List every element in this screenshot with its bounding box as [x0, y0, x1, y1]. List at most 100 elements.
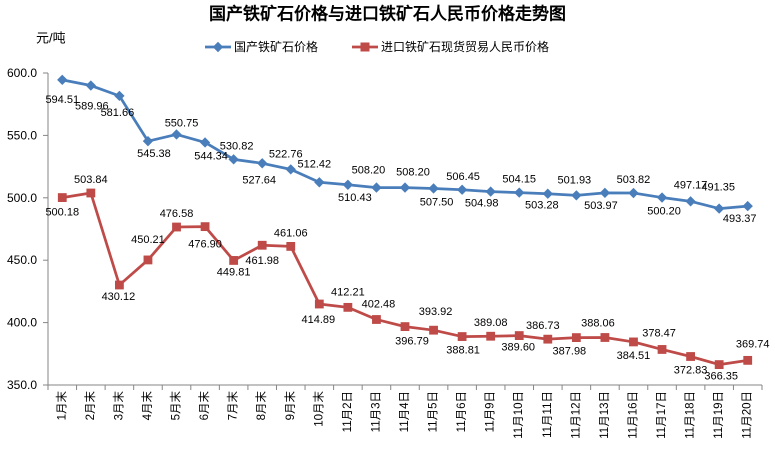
data-point-square: [486, 331, 496, 341]
data-label: 412.21: [331, 286, 365, 298]
legend: 国产铁矿石价格 进口铁矿石现货贸易人民币价格: [205, 39, 549, 54]
legend-item-domestic: 国产铁矿石价格: [205, 39, 318, 54]
x-tick-label: 3月末: [111, 391, 125, 421]
data-point-diamond: [342, 179, 354, 190]
x-tick-label: 9月末: [283, 391, 297, 421]
data-label: 402.48: [362, 299, 396, 311]
data-point-square: [143, 255, 153, 265]
data-point-diamond: [456, 184, 468, 195]
x-tick-label: 11月12日: [570, 391, 582, 439]
data-label: 491.35: [701, 182, 735, 194]
data-point-square: [457, 332, 467, 341]
x-tick-label: 11月11日: [542, 391, 554, 438]
data-point-diamond: [142, 136, 154, 147]
data-label: 461.98: [245, 255, 279, 267]
x-tick-label: 7月末: [226, 391, 240, 421]
y-tick-label: 600.0: [7, 66, 37, 80]
data-label: 510.43: [338, 192, 372, 204]
data-label: 589.96: [75, 101, 109, 113]
data-label: 500.20: [647, 206, 681, 218]
data-label: 369.74: [736, 338, 770, 350]
data-label: 504.98: [465, 198, 499, 210]
data-label: 449.81: [217, 266, 251, 278]
data-label: 450.21: [131, 234, 165, 246]
y-tick-label: 450.0: [7, 253, 37, 267]
data-label: 387.98: [553, 346, 587, 358]
x-tick-label: 10月末: [311, 391, 325, 427]
data-label: 372.83: [674, 365, 708, 377]
data-label: 476.90: [188, 239, 222, 251]
data-point-diamond: [628, 187, 639, 199]
x-tick-label: 11月3日: [370, 391, 382, 432]
data-label: 506.45: [446, 171, 480, 183]
data-point-diamond: [742, 200, 753, 212]
data-point-square: [115, 280, 124, 290]
data-point-diamond: [171, 129, 182, 140]
x-tick-label: 11月6日: [456, 391, 468, 432]
data-point-square: [257, 240, 267, 250]
data-label: 545.38: [137, 148, 171, 160]
series-group: [57, 74, 753, 369]
data-point-diamond: [542, 188, 553, 199]
legend-label-domestic: 国产铁矿石价格: [234, 39, 318, 54]
x-tick-label: 5月末: [169, 391, 183, 421]
data-label: 522.76: [269, 148, 303, 160]
data-point-square: [172, 222, 181, 232]
x-tick-label: 11月18日: [685, 391, 697, 439]
data-point-square: [543, 334, 553, 344]
data-point-diamond: [713, 203, 725, 214]
x-tick-label: 11月16日: [627, 391, 639, 439]
data-label: 550.75: [165, 117, 199, 129]
data-point-diamond: [656, 192, 668, 203]
data-point-diamond: [685, 196, 696, 207]
x-tick-label: 11月4日: [399, 391, 411, 432]
data-point-diamond: [199, 137, 211, 148]
data-point-square: [686, 352, 695, 361]
legend-marker-square: [360, 42, 370, 52]
data-label: 389.60: [501, 342, 535, 354]
data-label: 414.89: [301, 314, 335, 326]
data-label: 544.34: [194, 150, 228, 162]
data-point-diamond: [599, 187, 611, 199]
x-tick-label: 11月10日: [513, 391, 525, 439]
x-tick-label: 11月5日: [428, 391, 440, 432]
data-label: 493.37: [723, 213, 757, 225]
data-point-square: [514, 331, 524, 340]
data-label: 503.97: [584, 200, 618, 212]
y-tick-label: 350.0: [7, 378, 37, 392]
data-label: 508.20: [352, 165, 386, 177]
data-point-diamond: [428, 183, 439, 194]
data-point-square: [57, 193, 67, 202]
data-point-diamond: [85, 80, 97, 91]
x-tick-label: 11月9日: [485, 391, 497, 432]
data-label: 389.08: [474, 317, 508, 329]
x-tick-label: 8月末: [254, 391, 268, 421]
data-point-diamond: [257, 158, 268, 169]
data-point-diamond: [571, 190, 582, 201]
data-label: 504.15: [502, 174, 536, 186]
data-label: 461.06: [274, 227, 308, 239]
data-label: 476.58: [160, 208, 194, 220]
data-label: 386.73: [526, 320, 560, 332]
axes: 350.0 400.0 450.0 500.0 550.0 600.0 1月末 2月末 3月末 4…: [7, 66, 763, 439]
data-label: 512.42: [297, 158, 331, 170]
series-2: [57, 188, 753, 369]
data-label: 500.18: [45, 207, 79, 219]
data-label: 581.66: [101, 107, 135, 119]
y-axis-unit-label: 元/吨: [36, 31, 66, 46]
data-label: 430.12: [102, 291, 136, 303]
data-point-diamond: [314, 177, 325, 188]
data-point-square: [314, 299, 324, 309]
data-label: 384.51: [617, 350, 651, 362]
data-point-square: [229, 256, 239, 265]
data-point-square: [429, 325, 438, 335]
data-point-diamond: [228, 154, 239, 165]
data-label: 378.47: [642, 327, 676, 339]
data-point-diamond: [371, 182, 382, 193]
data-label: 388.06: [581, 318, 615, 330]
data-label: 497.17: [674, 179, 708, 191]
data-point-square: [657, 345, 667, 354]
data-point-diamond: [114, 90, 125, 102]
